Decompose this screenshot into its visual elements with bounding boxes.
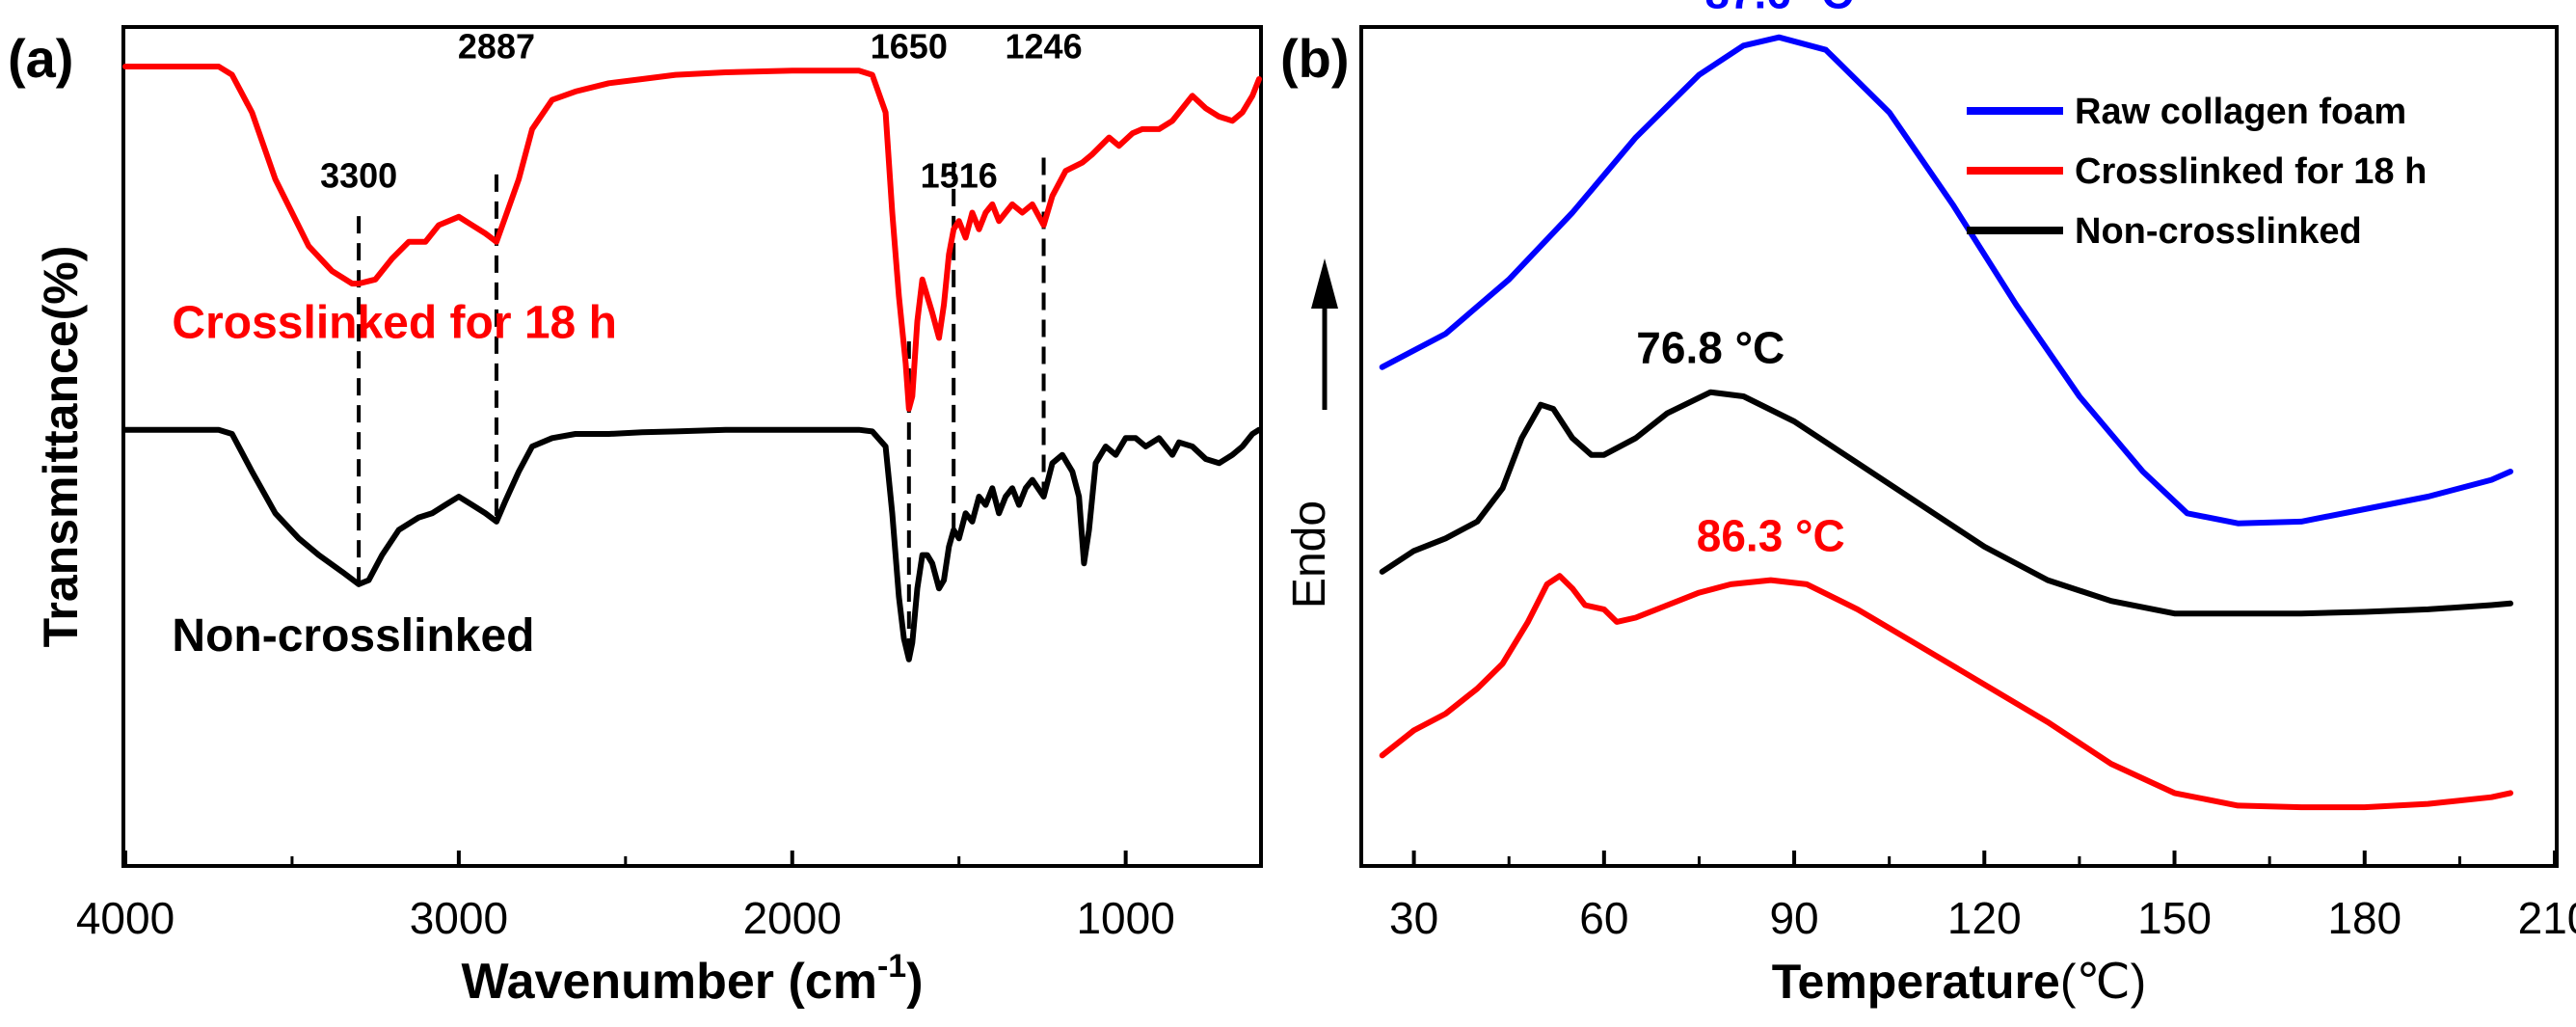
endo-arrow-head-icon — [1311, 258, 1338, 309]
peak-label-raw-collagen-foam: 87.6 °C — [1704, 0, 1853, 18]
x-tick-label-3000: 3000 — [410, 893, 508, 943]
x-tick-label-120: 120 — [1947, 893, 2022, 943]
peak-label-2887: 2887 — [458, 26, 535, 66]
x-tick-label-60: 60 — [1579, 893, 1628, 943]
x-tick-label-90: 90 — [1769, 893, 1818, 943]
legend-label-non-crosslinked: Non-crosslinked — [2075, 211, 2362, 252]
x-tick-label-2000: 2000 — [743, 893, 842, 943]
panel-a: (a) 3300 2887 1650 1516 1246 Crosslinked for… — [8, 25, 1263, 1010]
panel-b-x-axis-label: Temperature(℃) — [1772, 955, 2147, 1009]
panel-a-label: (a) — [8, 28, 73, 89]
x-tick-label-1000: 1000 — [1076, 893, 1174, 943]
panel-a-peak-labels: 3300 2887 1650 1516 1246 — [320, 26, 1083, 195]
x-tick-label-210: 210 — [2518, 893, 2576, 943]
panel-a-curve-labels: Crosslinked for 18 h Non-crosslinked — [172, 297, 616, 662]
panel-b-x-ticks: 30 60 90 120 150 180 210 — [1389, 851, 2576, 943]
x-tick-label-30: 30 — [1389, 893, 1438, 943]
panel-a-x-ticks: 4000 3000 2000 1000 — [76, 851, 1175, 943]
series-line-non-crosslinked — [1379, 389, 2513, 617]
x-tick-label-4000: 4000 — [76, 893, 174, 943]
peak-label-1650: 1650 — [871, 26, 948, 66]
panel-b: (b) 87.6 °C 86.3 °C 76.8 °C Raw collagen f… — [1280, 0, 2576, 1009]
panel-a-series — [122, 64, 1262, 662]
panel-a-dashed-lines — [357, 157, 1046, 660]
panel-b-peak-labels: 87.6 °C 86.3 °C 76.8 °C — [1636, 0, 1853, 561]
legend-label-crosslinked-for-18-h: Crosslinked for 18 h — [2075, 151, 2427, 192]
curve-label-crosslinked-for-18-h: Crosslinked for 18 h — [172, 297, 616, 348]
panel-a-y-axis-label: Transmittance(%) — [34, 246, 88, 648]
series-line-raw-collagen-foam — [1379, 34, 2513, 527]
legend-label-raw-collagen-foam: Raw collagen foam — [2075, 92, 2406, 132]
panel-b-series — [1379, 34, 2513, 811]
panel-a-x-axis-label: Wavenumber (cm-1) — [461, 948, 923, 1010]
panel-b-legend: Raw collagen foam Crosslinked for 18 h Non… — [1967, 92, 2427, 252]
peak-label-1246: 1246 — [1006, 26, 1083, 66]
panel-a-plot-frame — [121, 25, 1263, 868]
peak-label-crosslinked-for-18-h: 86.3 °C — [1697, 511, 1845, 561]
peak-label-1516: 1516 — [921, 156, 998, 196]
panel-b-label: (b) — [1280, 28, 1350, 89]
series-line-crosslinked-for-18-h — [122, 64, 1262, 412]
peak-label-non-crosslinked: 76.8 °C — [1636, 323, 1784, 373]
series-line-crosslinked-for-18-h — [1379, 573, 2513, 811]
x-tick-label-150: 150 — [2137, 893, 2212, 943]
panel-b-plot-frame — [1359, 25, 2559, 868]
curve-label-non-crosslinked: Non-crosslinked — [172, 610, 534, 662]
panel-b-y-axis-label: Endo — [1284, 500, 1335, 608]
series-line-non-crosslinked — [122, 426, 1262, 662]
x-tick-label-180: 180 — [2327, 893, 2402, 943]
peak-label-3300: 3300 — [320, 156, 397, 196]
